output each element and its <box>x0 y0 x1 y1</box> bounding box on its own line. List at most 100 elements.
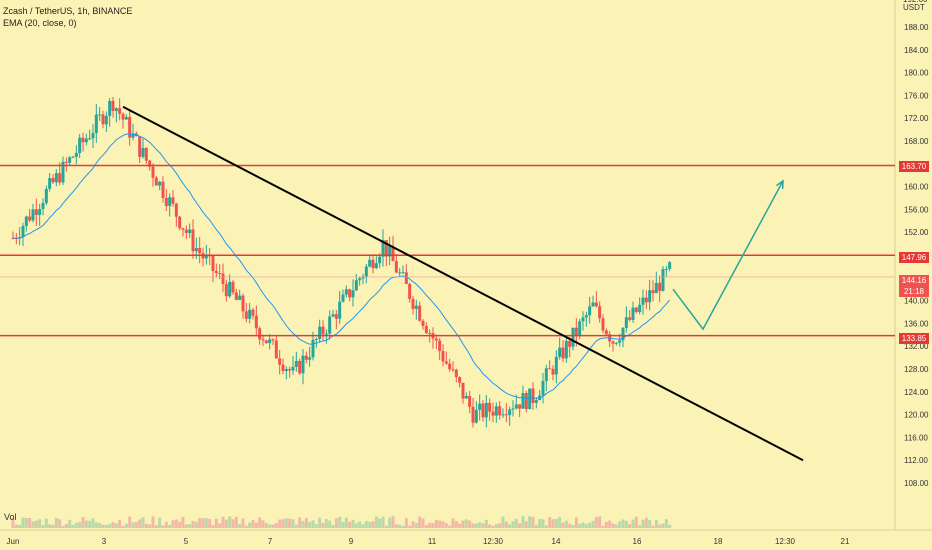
candle-body <box>578 321 582 336</box>
volume-bar <box>481 523 485 528</box>
volume-bar <box>161 525 165 528</box>
volume-bar <box>538 518 542 528</box>
candle-body <box>121 113 125 120</box>
volume-bar <box>208 519 212 528</box>
candle-body <box>151 166 155 178</box>
volume-bar <box>511 521 515 528</box>
volume-bar <box>54 517 58 528</box>
candle-body <box>224 284 228 297</box>
time-tick-label: 21 <box>841 537 850 546</box>
volume-bar <box>521 516 525 528</box>
candle-body <box>648 290 652 303</box>
volume-bar <box>471 523 475 528</box>
candle-body <box>581 317 585 322</box>
candle-body <box>58 173 62 183</box>
candle-body <box>548 368 552 370</box>
candle-body <box>561 347 565 359</box>
projection-arrow[interactable] <box>672 179 784 331</box>
volume-bar <box>568 523 572 528</box>
volume-bar <box>424 525 428 528</box>
candle-body <box>408 283 412 299</box>
trendline[interactable] <box>122 105 804 462</box>
volume-bar <box>524 521 528 528</box>
time-axis[interactable]: Jun 3 5 7 9 11 12:30 14 16 18 12:30 21 <box>7 537 850 546</box>
candle-body <box>628 317 632 320</box>
volume-bar <box>641 519 645 528</box>
candle-body <box>284 369 288 371</box>
candle-body <box>354 280 358 291</box>
candle-body <box>214 271 218 274</box>
volume-bar <box>531 516 535 528</box>
volume-bar <box>194 521 198 528</box>
volume-bar <box>224 519 228 528</box>
candle-body <box>664 268 668 270</box>
volume-bar <box>11 518 15 528</box>
volume-bar <box>558 516 562 528</box>
candle-body <box>228 281 232 297</box>
volume-bar <box>401 525 405 528</box>
level-tag-163-70: 163.70 <box>899 161 929 172</box>
volume-bar <box>234 516 238 528</box>
candle-body <box>321 326 325 335</box>
candle-body <box>158 181 162 186</box>
volume-bar <box>204 518 208 528</box>
candle-body <box>331 314 335 317</box>
volume-bar <box>14 524 18 528</box>
volume-bar <box>431 523 435 528</box>
candle-body <box>451 369 455 371</box>
volume-bar <box>428 522 432 528</box>
candle-body <box>78 137 82 154</box>
volume-bar <box>151 516 155 528</box>
candle-body <box>594 302 598 307</box>
time-tick-label: 7 <box>268 537 273 546</box>
candle-body <box>144 147 148 161</box>
candle-body <box>88 138 92 140</box>
candle-body <box>261 339 265 341</box>
time-tick-label: 16 <box>633 537 642 546</box>
candle-body <box>418 305 422 321</box>
volume-bar <box>178 521 182 528</box>
volume-bar <box>321 523 325 528</box>
candle-body <box>304 355 308 360</box>
volume-bar <box>528 516 532 528</box>
candle-body <box>328 316 332 334</box>
time-tick-label: 18 <box>714 537 723 546</box>
volume-bar <box>561 522 565 528</box>
candle-body <box>661 269 665 291</box>
candle-body <box>611 341 615 344</box>
volume-bar <box>201 518 205 528</box>
volume-bar <box>668 524 672 528</box>
candle-body <box>298 360 302 374</box>
candle-body <box>601 318 605 331</box>
price-tick-label: 108.00 <box>904 479 929 488</box>
current-price-value: 144.16 <box>901 276 927 285</box>
time-tick-label: 3 <box>102 537 107 546</box>
volume-bar <box>258 517 262 528</box>
candle-body <box>504 414 508 416</box>
volume-bar <box>601 525 605 528</box>
candle-body <box>464 395 468 399</box>
time-tick-label: 5 <box>184 537 189 546</box>
horizontal-levels[interactable] <box>0 164 895 337</box>
symbol-title[interactable]: Zcash / TetherUS, 1h, BINANCE <box>3 6 133 16</box>
volume-bar <box>394 524 398 528</box>
candle-body <box>384 240 388 257</box>
volume-bar <box>514 518 518 528</box>
volume-bar <box>408 525 412 528</box>
volume-bar <box>168 524 172 528</box>
volume-bar <box>138 519 142 528</box>
volume-bar <box>534 524 538 528</box>
volume-bar <box>38 519 42 528</box>
candle-body <box>404 272 408 284</box>
candle-body <box>468 395 472 407</box>
candle-body <box>191 229 195 252</box>
volume-bar <box>361 524 365 528</box>
volume-bar <box>328 520 332 528</box>
candle-body <box>641 297 645 305</box>
candle-body <box>28 216 32 221</box>
volume-bar <box>284 518 288 528</box>
ema-legend[interactable]: EMA (20, close, 0) <box>3 18 77 28</box>
candle-body <box>524 393 528 410</box>
volume-bar <box>478 522 482 528</box>
